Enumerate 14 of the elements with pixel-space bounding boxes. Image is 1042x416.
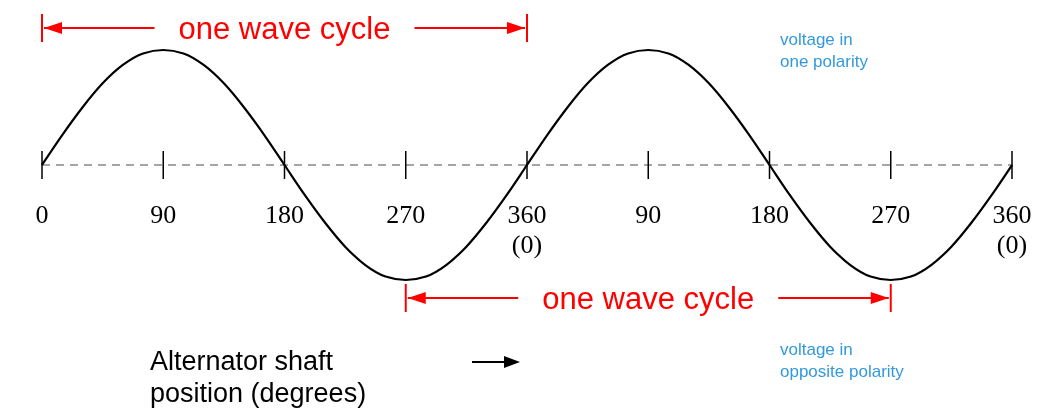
x-tick-label: 360 (0) — [507, 200, 547, 259]
annotation: voltage in one polarity — [780, 30, 869, 71]
x-tick-label: 270 — [386, 200, 426, 229]
x-tick-label: 0 — [35, 200, 49, 229]
x-tick-label: 180 — [265, 200, 304, 229]
x-tick-label: 90 — [150, 200, 177, 229]
x-axis-title: Alternator shaft position (degrees) — [150, 346, 367, 408]
text: one wave cycle — [542, 281, 755, 316]
x-tick-label: 90 — [635, 200, 662, 229]
text: one wave cycle — [178, 11, 391, 46]
x-tick-label: 360 (0) — [992, 200, 1032, 259]
text: voltage in opposite polarity — [780, 340, 905, 381]
x-tick-label: 180 — [750, 200, 789, 229]
x-tick-label: 270 — [871, 200, 911, 229]
